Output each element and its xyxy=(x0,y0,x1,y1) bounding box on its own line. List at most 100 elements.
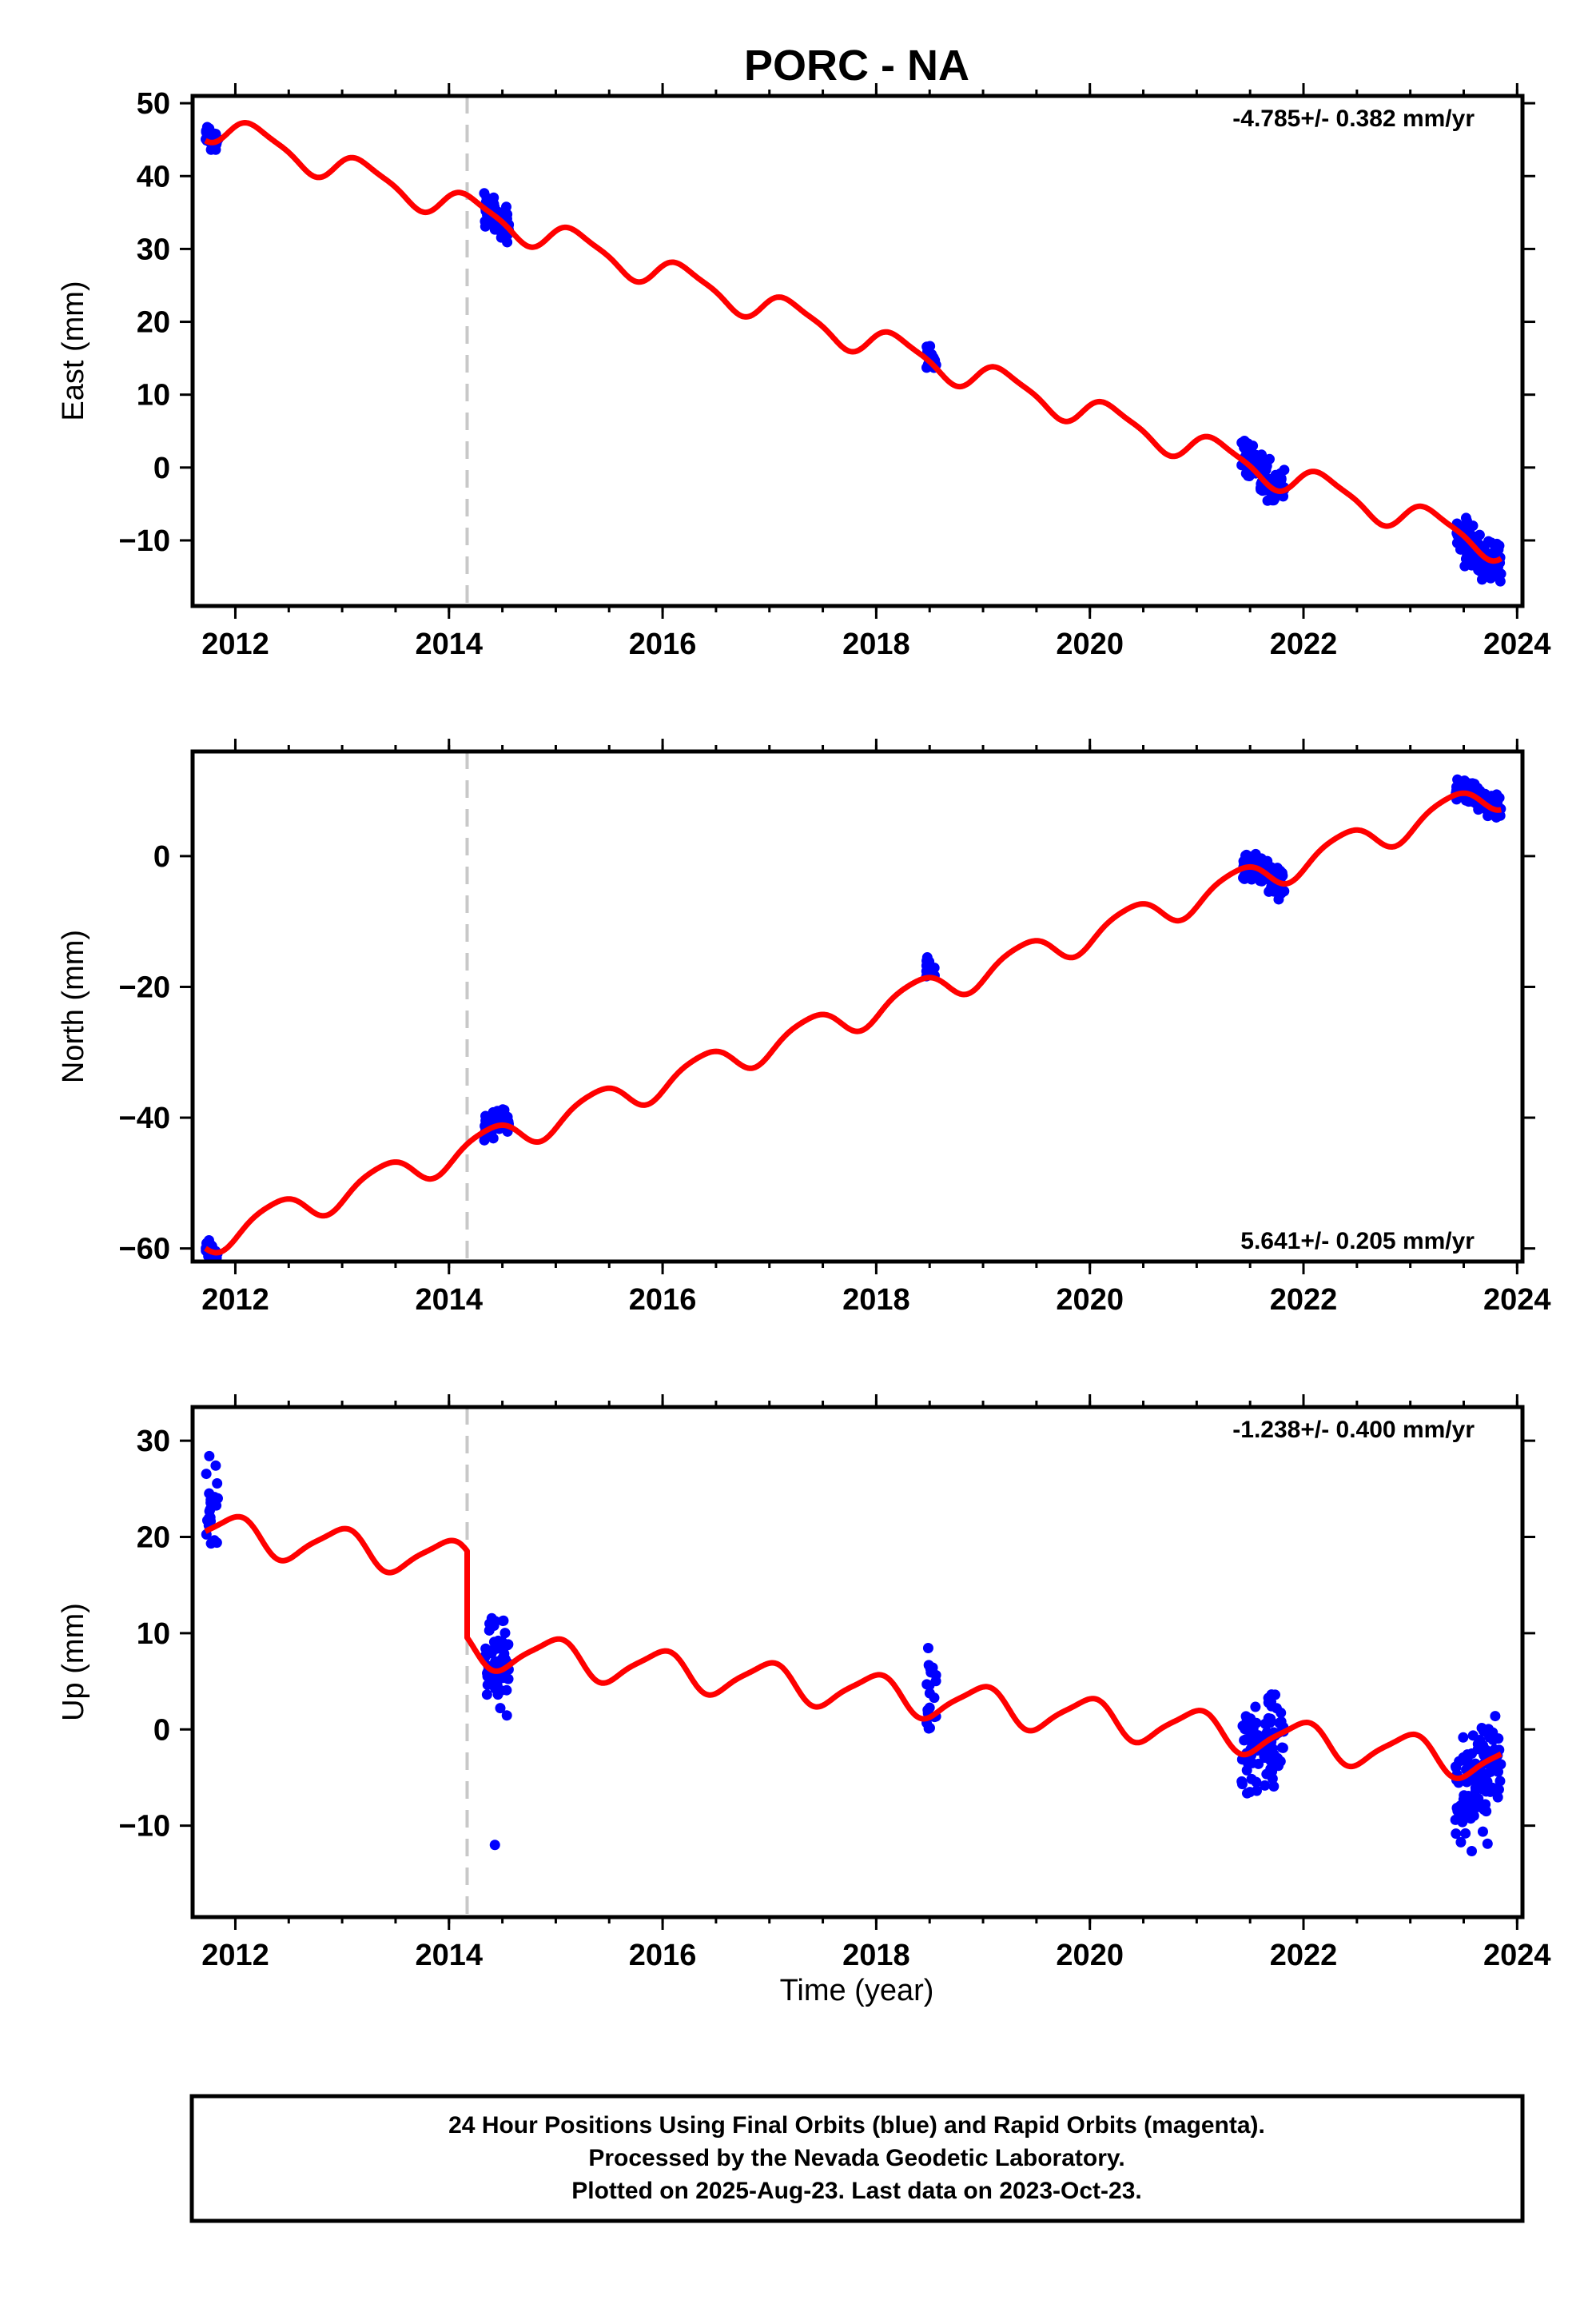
data-point xyxy=(1471,1800,1483,1811)
data-point xyxy=(1472,783,1483,794)
y-tick-label: 40 xyxy=(137,160,170,193)
data-point xyxy=(1459,560,1471,572)
x-tick-label: 2014 xyxy=(415,1283,483,1317)
data-point xyxy=(479,1134,490,1146)
data-point xyxy=(204,1450,215,1461)
data-point xyxy=(491,1643,502,1654)
y-tick-label: 30 xyxy=(137,233,170,266)
data-point xyxy=(1468,1810,1479,1821)
data-point xyxy=(502,1672,513,1684)
x-tick-label: 2016 xyxy=(629,1939,697,1972)
y-tick-label: −40 xyxy=(119,1102,170,1135)
y-axis-label: Up (mm) xyxy=(57,1603,90,1721)
data-point xyxy=(481,1648,492,1659)
data-point xyxy=(1253,1758,1264,1769)
data-point xyxy=(501,1710,512,1721)
plot-frame xyxy=(190,749,1525,1264)
data-point xyxy=(1273,894,1284,905)
north-panel: 2012 2014 2016 2018 2020 2022 2024 −60 −40 −20 0 No… xyxy=(57,739,1551,1317)
data-point xyxy=(1265,1713,1276,1724)
x-tick-label: 2022 xyxy=(1270,1283,1338,1317)
data-point xyxy=(1455,1800,1466,1812)
data-point xyxy=(1267,865,1278,876)
data-point xyxy=(1236,437,1248,448)
data-point xyxy=(1459,1792,1470,1803)
chart-title: PORC - NA xyxy=(744,42,969,90)
plot-frame xyxy=(190,94,1525,608)
data-point xyxy=(481,1689,492,1700)
data-point xyxy=(488,1133,499,1144)
velocity-label: -4.785+/- 0.382 mm/yr xyxy=(1232,106,1475,132)
data-point xyxy=(502,209,513,220)
data-point xyxy=(921,952,933,963)
data-point xyxy=(924,1680,935,1691)
y-tick-label: 10 xyxy=(137,1617,170,1651)
x-tick-label: 2014 xyxy=(415,628,483,661)
y-tick-label: −10 xyxy=(119,524,170,558)
data-point xyxy=(207,1537,218,1548)
data-point xyxy=(1277,1742,1288,1753)
plot-frame xyxy=(190,1405,1525,1919)
data-point xyxy=(1246,1773,1257,1784)
footer-line-2: Processed by the Nevada Geodetic Laborat… xyxy=(588,2145,1124,2171)
x-tick-label: 2012 xyxy=(201,1283,269,1317)
data-point xyxy=(1279,886,1290,897)
x-tick-label: 2018 xyxy=(842,1283,910,1317)
data-point xyxy=(1460,1828,1471,1839)
data-point xyxy=(1470,1784,1481,1796)
y-tick-label: −60 xyxy=(119,1233,170,1266)
y-tick-label: 0 xyxy=(153,840,170,874)
data-point xyxy=(1482,1838,1493,1849)
plot-area xyxy=(201,751,1506,1262)
data-point xyxy=(924,1722,935,1733)
x-tick-label: 2024 xyxy=(1483,628,1551,661)
data-point xyxy=(488,1620,499,1631)
data-point xyxy=(1475,1735,1486,1746)
y-tick-label: 50 xyxy=(137,87,170,121)
x-tick-label: 2018 xyxy=(842,1939,910,1972)
y-tick-label: 0 xyxy=(153,452,170,485)
data-point xyxy=(1263,1697,1274,1708)
model-fit-line xyxy=(203,790,1503,1256)
data-point xyxy=(489,1840,500,1851)
y-tick-label: 0 xyxy=(153,1713,170,1747)
data-point xyxy=(212,1477,223,1489)
x-tick-label: 2012 xyxy=(201,1939,269,1972)
x-tick-label: 2022 xyxy=(1270,628,1338,661)
data-point xyxy=(1463,551,1474,562)
data-point xyxy=(1475,560,1487,571)
data-point xyxy=(925,1664,936,1675)
data-point xyxy=(206,1501,217,1512)
data-point xyxy=(1268,884,1279,895)
x-tick-label: 2022 xyxy=(1270,1939,1338,1972)
data-point xyxy=(480,1115,492,1126)
data-point xyxy=(921,341,933,353)
plot-area xyxy=(201,1407,1506,1917)
footer-box: 24 Hour Positions Using Final Orbits (bl… xyxy=(189,2094,1525,2223)
data-point xyxy=(1457,1816,1468,1828)
data-point xyxy=(1240,1724,1251,1735)
data-point xyxy=(1259,858,1270,869)
data-point xyxy=(481,192,492,203)
footer-line-1: 24 Hour Positions Using Final Orbits (bl… xyxy=(448,2112,1265,2139)
data-point xyxy=(1276,474,1287,485)
data-point xyxy=(922,1643,933,1654)
data-point xyxy=(1487,1785,1498,1796)
data-point xyxy=(210,1460,221,1471)
data-point xyxy=(1270,1689,1281,1700)
x-tick-label: 2014 xyxy=(415,1939,483,1972)
east-panel: 2012 2014 2016 2018 2020 2022 2024 −10 0 10 20 30 40… xyxy=(57,83,1551,661)
data-point xyxy=(1470,532,1481,543)
y-tick-label: 30 xyxy=(137,1425,170,1458)
x-tick-label: 2012 xyxy=(201,628,269,661)
x-tick-label: 2016 xyxy=(629,628,697,661)
data-point xyxy=(503,1639,514,1650)
data-point xyxy=(207,143,218,154)
y-tick-label: −20 xyxy=(119,971,170,1004)
data-point xyxy=(1481,1744,1492,1756)
data-point xyxy=(1491,564,1502,575)
data-point xyxy=(1463,1756,1474,1767)
data-point xyxy=(495,1703,506,1714)
up-panel: 2012 2014 2016 2018 2020 2022 2024 −10 0 10 20 30 Up… xyxy=(57,1394,1551,1972)
